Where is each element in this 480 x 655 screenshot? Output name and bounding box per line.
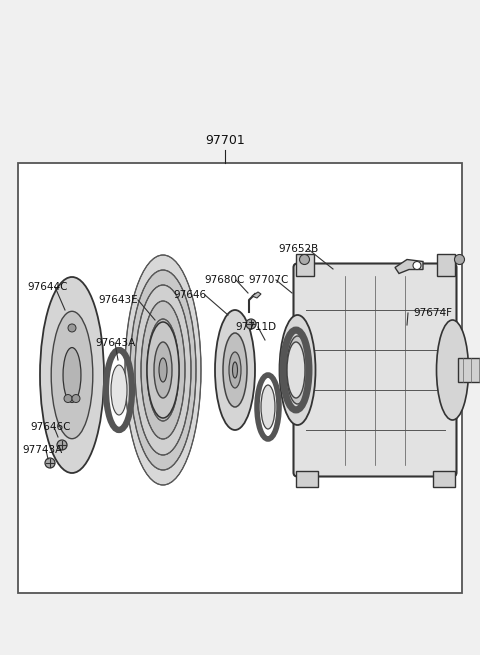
- Circle shape: [455, 255, 465, 265]
- Circle shape: [246, 319, 256, 329]
- Ellipse shape: [135, 285, 191, 455]
- Text: 97644C: 97644C: [27, 282, 68, 292]
- Ellipse shape: [223, 333, 247, 407]
- Text: 97646: 97646: [173, 290, 206, 300]
- Bar: [436, 253, 455, 276]
- Text: 97707C: 97707C: [248, 275, 288, 285]
- Bar: [296, 470, 317, 487]
- Text: 97643E: 97643E: [98, 295, 138, 305]
- Ellipse shape: [147, 322, 179, 418]
- Bar: [432, 470, 455, 487]
- Text: 97701: 97701: [205, 134, 245, 147]
- Text: 97643A: 97643A: [95, 338, 135, 348]
- Text: 97680C: 97680C: [204, 275, 244, 285]
- Ellipse shape: [215, 310, 255, 430]
- Ellipse shape: [261, 385, 275, 429]
- Ellipse shape: [147, 319, 179, 421]
- Ellipse shape: [63, 348, 81, 402]
- Ellipse shape: [40, 277, 104, 473]
- Circle shape: [413, 261, 421, 269]
- Ellipse shape: [279, 315, 315, 425]
- Text: 97674F: 97674F: [413, 308, 452, 318]
- Ellipse shape: [436, 320, 468, 420]
- Circle shape: [300, 255, 310, 265]
- Ellipse shape: [111, 365, 127, 415]
- Text: 97711D: 97711D: [235, 322, 276, 332]
- Ellipse shape: [125, 255, 201, 485]
- Polygon shape: [252, 292, 261, 298]
- Bar: [296, 253, 313, 276]
- FancyBboxPatch shape: [293, 263, 456, 476]
- Ellipse shape: [51, 311, 93, 439]
- Ellipse shape: [130, 270, 196, 470]
- Circle shape: [45, 458, 55, 468]
- Bar: [457, 358, 480, 382]
- Ellipse shape: [154, 342, 172, 398]
- Circle shape: [72, 394, 80, 403]
- Ellipse shape: [232, 362, 238, 378]
- Ellipse shape: [287, 342, 305, 398]
- Ellipse shape: [141, 301, 185, 439]
- Polygon shape: [395, 259, 423, 274]
- Circle shape: [68, 324, 76, 332]
- Text: 97646C: 97646C: [30, 422, 71, 432]
- Ellipse shape: [159, 358, 167, 382]
- Circle shape: [64, 394, 72, 403]
- Circle shape: [57, 440, 67, 450]
- Ellipse shape: [229, 352, 241, 388]
- Text: 97652B: 97652B: [278, 244, 318, 254]
- Bar: [18, 163, 462, 593]
- Ellipse shape: [287, 336, 309, 404]
- Text: 97743A: 97743A: [22, 445, 62, 455]
- Ellipse shape: [292, 354, 302, 386]
